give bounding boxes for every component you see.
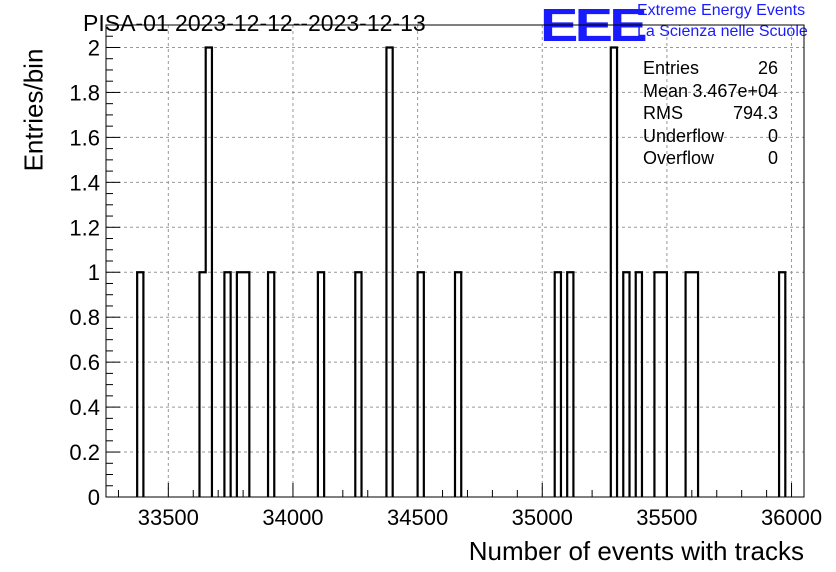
- stats-row-overflow: Overflow 0: [640, 148, 780, 171]
- y-tick-label: 0: [88, 485, 100, 510]
- stats-value: 794.3: [732, 103, 778, 123]
- y-tick-label: 1.4: [69, 170, 100, 195]
- stats-value: 0: [767, 125, 778, 146]
- logo-line-1: Extreme Energy Events: [637, 2, 806, 19]
- stats-label: Mean: [643, 80, 689, 101]
- stats-value: 0: [767, 148, 778, 168]
- x-tick-label: 36000: [761, 505, 822, 530]
- y-tick-label: 1.8: [69, 80, 100, 105]
- stats-label: Overflow: [643, 148, 715, 168]
- stats-label: Entries: [643, 58, 700, 78]
- x-tick-label: 35500: [636, 505, 697, 530]
- stats-row-rms: RMS 794.3: [640, 103, 780, 126]
- stats-row-mean: Mean 3.467e+04: [640, 81, 780, 104]
- x-tick-label: 35000: [512, 505, 573, 530]
- stats-box: Entries 26 Mean 3.467e+04 RMS 794.3 Unde…: [640, 58, 780, 171]
- y-tick-label: 1: [88, 260, 100, 285]
- x-tick-label: 34500: [387, 505, 448, 530]
- y-tick-label: 0.2: [69, 440, 100, 465]
- stats-value: 26: [757, 58, 778, 78]
- y-tick-label: 1.2: [69, 215, 100, 240]
- y-tick-label: 0.6: [69, 350, 100, 375]
- histogram-bars: [136, 46, 787, 497]
- logo-line-2: La Scienza nelle Scuole: [637, 23, 808, 40]
- stats-row-entries: Entries 26: [640, 58, 780, 81]
- y-tick-label: 2: [88, 35, 100, 60]
- x-axis-ticks: 33500 34000 34500 35000 35500 36000: [117, 483, 822, 530]
- stats-row-underflow: Underflow 0: [640, 126, 780, 149]
- x-tick-label: 33500: [138, 505, 199, 530]
- y-tick-label: 1.6: [69, 125, 100, 150]
- y-tick-label: 0.4: [69, 395, 100, 420]
- y-tick-label: 0.8: [69, 305, 100, 330]
- chart-title: PISA-01 2023-12-12--2023-12-13: [83, 10, 426, 36]
- stats-value: 3.467e+04: [692, 80, 778, 101]
- x-axis-label: Number of events with tracks: [468, 536, 804, 566]
- stats-label: RMS: [643, 103, 683, 123]
- x-tick-label: 34000: [262, 505, 323, 530]
- histogram-outline: [136, 46, 787, 497]
- y-axis-ticks: 0 0.2 0.4 0.6 0.8 1 1.2 1.4 1.6 1.8 2: [69, 24, 120, 510]
- stats-label: Underflow: [643, 125, 725, 146]
